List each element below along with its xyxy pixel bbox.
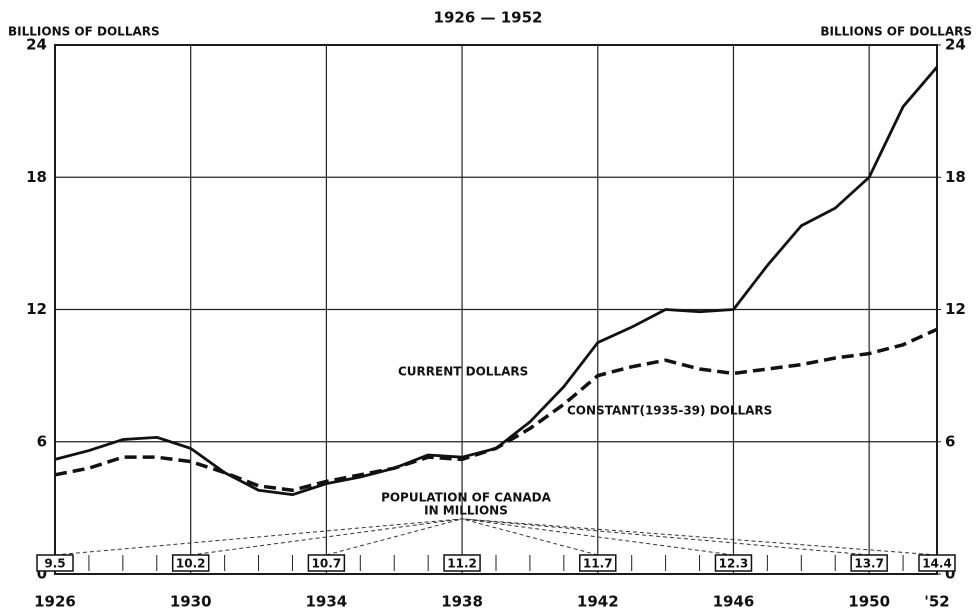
population-leader — [462, 518, 938, 556]
population-label-value: 11.2 — [447, 557, 477, 571]
population-box — [443, 554, 481, 572]
population-box — [307, 554, 346, 572]
population-leader — [461, 518, 598, 556]
x-tick-label: 1950 — [848, 593, 890, 611]
population-label: IN MILLIONS — [424, 504, 508, 518]
population-label-value: 9.5 — [44, 557, 65, 571]
x-tick-label: 1946 — [713, 593, 755, 611]
y2-tick-label: 12 — [945, 300, 966, 318]
population-label-value: 14.4 — [922, 557, 952, 571]
population-leader — [462, 518, 870, 556]
population-label-value: 11.7 — [583, 557, 613, 571]
population-box — [918, 554, 956, 572]
y2-axis-label: BILLIONS OF DOLLARS — [820, 25, 972, 39]
y2-tick-label: 6 — [945, 432, 955, 450]
series-annotation: CONSTANT(1935-39) DOLLARS — [567, 404, 772, 418]
x-tick-label: 1938 — [441, 593, 483, 611]
x-tick-label: 1934 — [306, 593, 348, 611]
y-axis-label: BILLIONS OF DOLLARS — [8, 25, 160, 39]
x-tick-label: 1926 — [34, 593, 76, 611]
y-tick-label: 18 — [26, 168, 47, 186]
x-tick-label: '52 — [924, 593, 949, 611]
y2-tick-label: 0 — [945, 565, 955, 583]
y-tick-label: 6 — [37, 432, 47, 450]
population-box — [36, 554, 74, 572]
population-box — [171, 554, 210, 572]
y-tick-label: 12 — [26, 300, 47, 318]
y2-tick-label: 24 — [945, 36, 966, 54]
population-box — [850, 554, 888, 572]
population-label-value: 10.7 — [312, 557, 342, 571]
series-annotation: CURRENT DOLLARS — [398, 365, 528, 379]
data-line — [54, 327, 938, 492]
population-label-value: 12.3 — [719, 557, 749, 571]
population-label-value: 10.2 — [176, 557, 206, 571]
x-tick-label: 1930 — [170, 593, 212, 611]
population-label-value: 13.7 — [854, 557, 884, 571]
population-leader — [326, 518, 463, 556]
population-box — [714, 554, 753, 572]
population-label: POPULATION OF CANADA — [381, 491, 552, 505]
population-leader — [462, 518, 734, 556]
y-tick-label: 0 — [37, 565, 47, 583]
x-tick-label: 1942 — [577, 593, 619, 611]
data-line — [54, 66, 939, 497]
population-box — [579, 554, 617, 572]
chart-title: 1926 — 1952 — [434, 9, 543, 27]
population-leader — [54, 518, 463, 556]
y2-tick-label: 18 — [945, 168, 966, 186]
y-tick-label: 24 — [26, 36, 47, 54]
population-leader — [190, 518, 463, 556]
